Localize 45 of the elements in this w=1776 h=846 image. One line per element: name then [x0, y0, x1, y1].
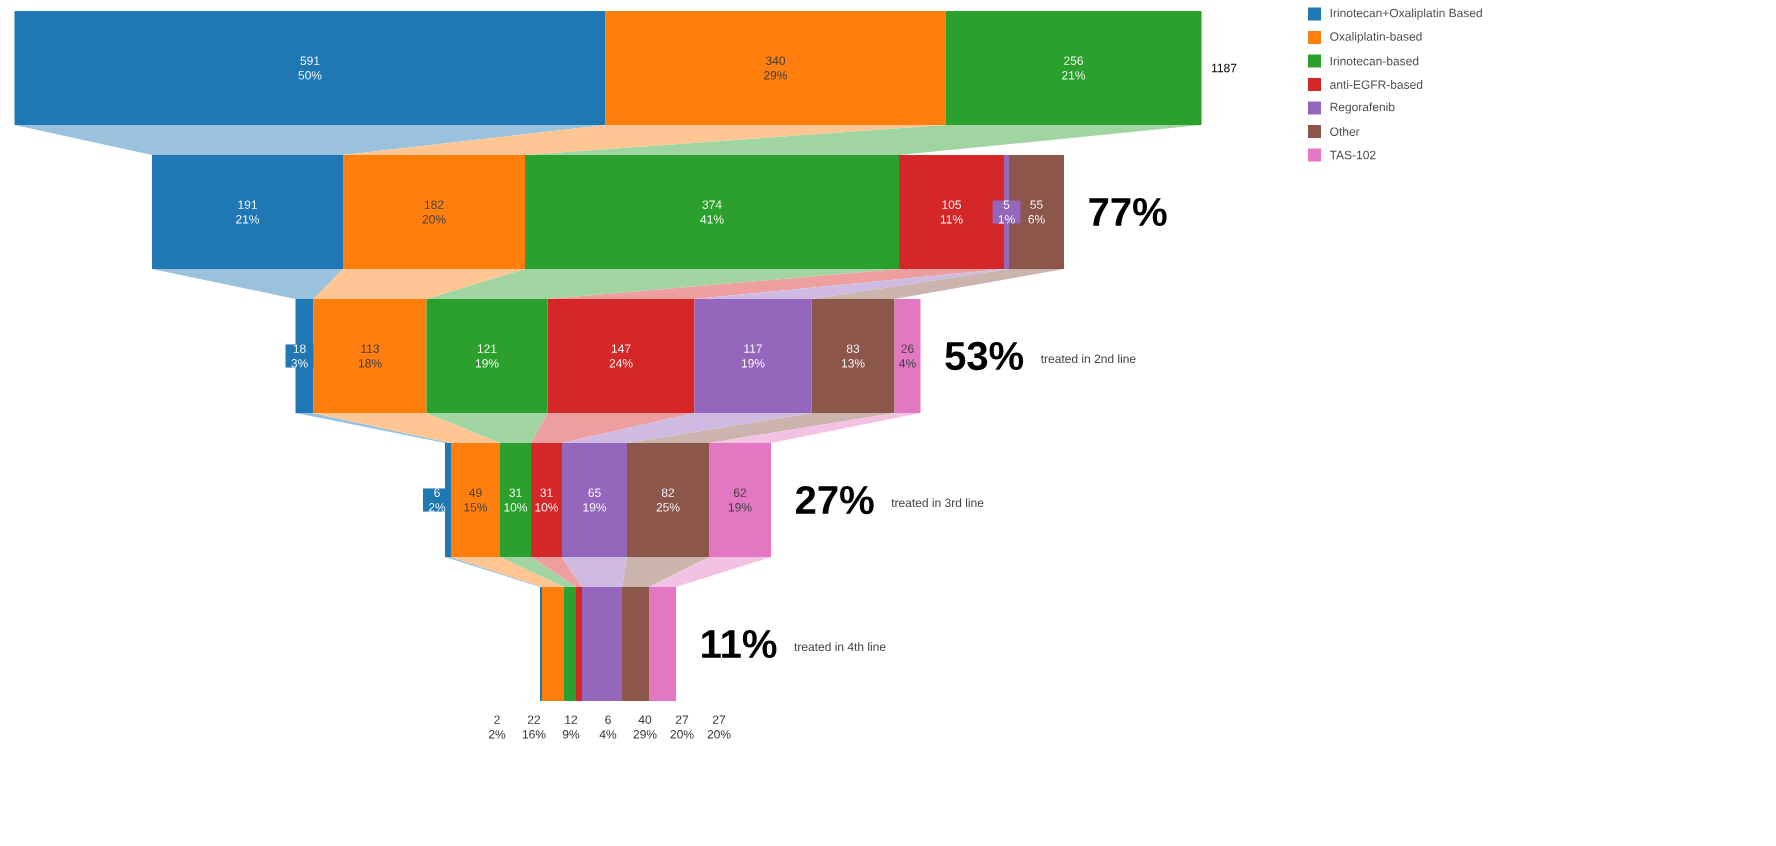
data-label: 40 29% [633, 715, 657, 739]
category-label: 77% [1089, 197, 1167, 227]
data-label: 117 19% [741, 344, 765, 368]
category-label: 11% [702, 629, 777, 659]
data-label: 83 13% [841, 344, 865, 368]
data-label: 105 11% [940, 200, 963, 224]
data-label: 5 1% [998, 200, 1015, 224]
data-label: 31 10% [504, 488, 528, 512]
data-label: 31 10% [535, 488, 559, 512]
category-label: 1187 [1212, 63, 1237, 73]
data-label: 27 20% [707, 715, 731, 739]
legend-label: TAS-102 [1329, 150, 1376, 160]
data-label: 12 9% [562, 715, 580, 739]
data-label: 62 19% [728, 488, 752, 512]
legend-label: Regorafenib [1330, 102, 1395, 114]
legend-label: Irinotecan-based [1330, 56, 1419, 66]
text: treated in 2nd line [1040, 354, 1136, 364]
data-label: 22 16% [522, 715, 546, 739]
category-label: 53% [945, 341, 1024, 371]
data-label: 182 20% [422, 200, 446, 224]
data-label: 256 21% [1062, 56, 1086, 80]
legend-label: Oxaliplatin-based [1330, 31, 1422, 44]
data-label: 191 21% [236, 200, 260, 224]
data-label: 374 41% [700, 200, 724, 224]
data-label: 26 4% [899, 344, 916, 368]
data-label: 65 19% [583, 488, 607, 512]
legend-label: anti-EGFR-based [1330, 80, 1423, 89]
legend-label: Other [1330, 127, 1360, 136]
data-label: 82 25% [656, 488, 680, 512]
data-label: 2 2% [488, 715, 506, 739]
data-label: 121 19% [475, 344, 499, 368]
data-label: 147 24% [609, 344, 633, 368]
category-label: 27% [795, 485, 874, 515]
data-label: 6 4% [599, 715, 617, 739]
data-label: 55 6% [1028, 200, 1045, 224]
data-label: 18 3% [291, 344, 308, 368]
data-label: 591 50% [298, 56, 322, 80]
data-label: 113 18% [358, 344, 382, 368]
data-label: 49 15% [464, 488, 488, 512]
data-label: 27 20% [670, 715, 694, 739]
text: treated in 3rd line [891, 498, 984, 508]
data-label: 6 2% [428, 488, 446, 512]
data-label: 340 29% [764, 56, 788, 80]
legend-label: Irinotecan+Oxaliplatin Based [1330, 8, 1482, 20]
text: treated in 4th line [794, 642, 886, 652]
